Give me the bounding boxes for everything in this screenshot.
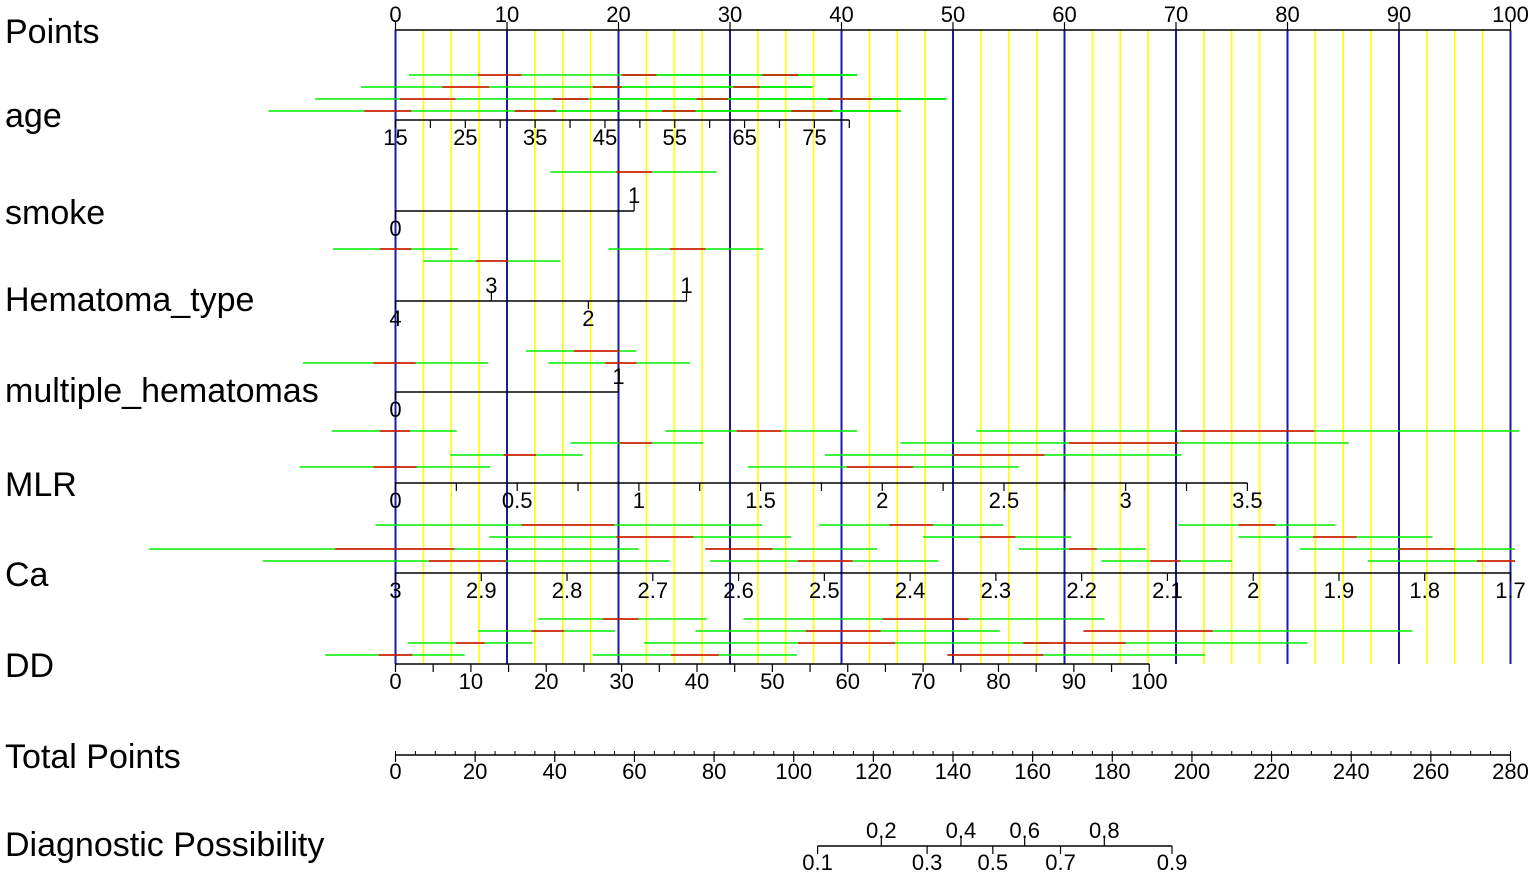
axis-tick-label: 80 — [986, 669, 1010, 694]
interval-layer — [149, 74, 1520, 656]
points-axis-tick-label: 40 — [829, 2, 853, 27]
axis-tick-label: 2.7 — [638, 578, 669, 603]
axis-tick-label: 90 — [1062, 669, 1086, 694]
axis-tick-label: 75 — [802, 125, 826, 150]
row-label-smoke: smoke — [5, 194, 105, 232]
axis-tick-label: 4 — [389, 306, 401, 331]
axis-tick-label: 1 — [680, 273, 692, 298]
axis-tick-label: 3 — [485, 273, 497, 298]
diagnostic-tick-label: 0.6 — [1009, 818, 1040, 843]
points-axis-tick-label: 60 — [1052, 2, 1076, 27]
axis-tick-label: 1.9 — [1324, 578, 1355, 603]
diagnostic-tick-label: 0.8 — [1089, 818, 1120, 843]
axis-tick-label: 25 — [453, 125, 477, 150]
axis-tick-label: 2 — [582, 306, 594, 331]
axis-tick-label: 1.8 — [1409, 578, 1440, 603]
total-points-tick-label: 140 — [935, 759, 972, 784]
total-points-tick-label: 60 — [622, 759, 646, 784]
total-points-tick-label: 220 — [1253, 759, 1290, 784]
grid-layer — [394, 30, 1512, 664]
row-label-diagnostic-possibility: Diagnostic Possibility — [5, 826, 324, 864]
diagnostic-tick-label: 0.9 — [1157, 850, 1188, 875]
axis-tick-label: 0 — [389, 216, 401, 241]
total-points-tick-label: 240 — [1333, 759, 1370, 784]
row-label-points: Points — [5, 13, 100, 51]
total-points-tick-label: 80 — [702, 759, 726, 784]
row-label-total-points: Total Points — [5, 738, 181, 776]
diagnostic-tick-label: 0.5 — [978, 850, 1009, 875]
total-points-tick-label: 260 — [1412, 759, 1449, 784]
points-axis-tick-label: 20 — [606, 2, 630, 27]
axis-tick-label: 50 — [760, 669, 784, 694]
axis-tick-label: 1.7 — [1495, 578, 1526, 603]
axis-tick-label: 60 — [836, 669, 860, 694]
row-label-hematoma-type: Hematoma_type — [5, 281, 254, 319]
axis-tick-label: 10 — [459, 669, 483, 694]
total-points-tick-label: 180 — [1094, 759, 1131, 784]
diagnostic-tick-label: 0.3 — [912, 850, 943, 875]
axis-tick-label: 2.2 — [1066, 578, 1097, 603]
axis-tick-label: 0 — [389, 488, 401, 513]
axis-tick-label: 2.4 — [895, 578, 926, 603]
axis-tick-label: 70 — [911, 669, 935, 694]
axis-tick-label: 2 — [1247, 578, 1259, 603]
axis-tick-label: 0 — [389, 669, 401, 694]
points-axis-tick-label: 100 — [1492, 2, 1529, 27]
axis-tick-label: 45 — [593, 125, 617, 150]
total-points-tick-label: 40 — [543, 759, 567, 784]
axis-tick-label: 30 — [609, 669, 633, 694]
axis-tick-label: 2.1 — [1152, 578, 1183, 603]
points-axis-tick-label: 30 — [718, 2, 742, 27]
points-axis-tick-label: 70 — [1164, 2, 1188, 27]
axis-tick-label: 55 — [663, 125, 687, 150]
axis-tick-label: 1.5 — [745, 488, 776, 513]
points-axis-tick-label: 80 — [1275, 2, 1299, 27]
points-axis-tick-label: 10 — [495, 2, 519, 27]
axis-tick-label: 1 — [612, 364, 624, 389]
axis-tick-label: 2.3 — [981, 578, 1012, 603]
diagnostic-tick-label: 0.1 — [802, 850, 833, 875]
total-points-tick-label: 100 — [775, 759, 812, 784]
axis-tick-label: 2.5 — [989, 488, 1020, 513]
axis-tick-label: 0 — [389, 397, 401, 422]
total-points-tick-label: 160 — [1014, 759, 1051, 784]
total-points-tick-label: 280 — [1492, 759, 1529, 784]
axis-tick-label: 100 — [1131, 669, 1168, 694]
axis-tick-label: 15 — [383, 125, 407, 150]
axis-tick-label: 40 — [685, 669, 709, 694]
total-points-tick-label: 200 — [1174, 759, 1211, 784]
axis-tick-label: 1 — [633, 488, 645, 513]
row-label-ca: Ca — [5, 556, 49, 594]
total-points-tick-label: 120 — [855, 759, 892, 784]
axis-tick-label: 2 — [876, 488, 888, 513]
points-axis-tick-label: 90 — [1387, 2, 1411, 27]
axis-tick-label: 2.9 — [466, 578, 497, 603]
axis-tick-label: 2.6 — [723, 578, 754, 603]
points-axis-tick-label: 0 — [389, 2, 401, 27]
total-points-tick-label: 20 — [463, 759, 487, 784]
axis-tick-label: 2.8 — [552, 578, 583, 603]
row-label-dd: DD — [5, 647, 54, 685]
axis-tick-label: 3.5 — [1232, 488, 1263, 513]
axis-tick-label: 65 — [732, 125, 756, 150]
diagnostic-tick-label: 0.7 — [1045, 850, 1076, 875]
axis-tick-label: 0.5 — [502, 488, 533, 513]
total-points-tick-label: 0 — [389, 759, 401, 784]
label-layer: Points age smoke Hematoma_type multiple_… — [5, 13, 324, 864]
points-axis-tick-label: 50 — [941, 2, 965, 27]
diagnostic-tick-label: 0.2 — [866, 818, 897, 843]
row-label-age: age — [5, 97, 62, 135]
axis-tick-label: 3 — [1120, 488, 1132, 513]
row-label-mlr: MLR — [5, 466, 77, 504]
diagnostic-tick-label: 0.4 — [946, 818, 977, 843]
axis-tick-label: 3 — [389, 578, 401, 603]
axis-tick-label: 35 — [523, 125, 547, 150]
axis-tick-label: 1 — [628, 183, 640, 208]
axis-tick-label: 20 — [534, 669, 558, 694]
axis-tick-label: 2.5 — [809, 578, 840, 603]
row-label-multiple-hematomas: multiple_hematomas — [5, 372, 319, 410]
